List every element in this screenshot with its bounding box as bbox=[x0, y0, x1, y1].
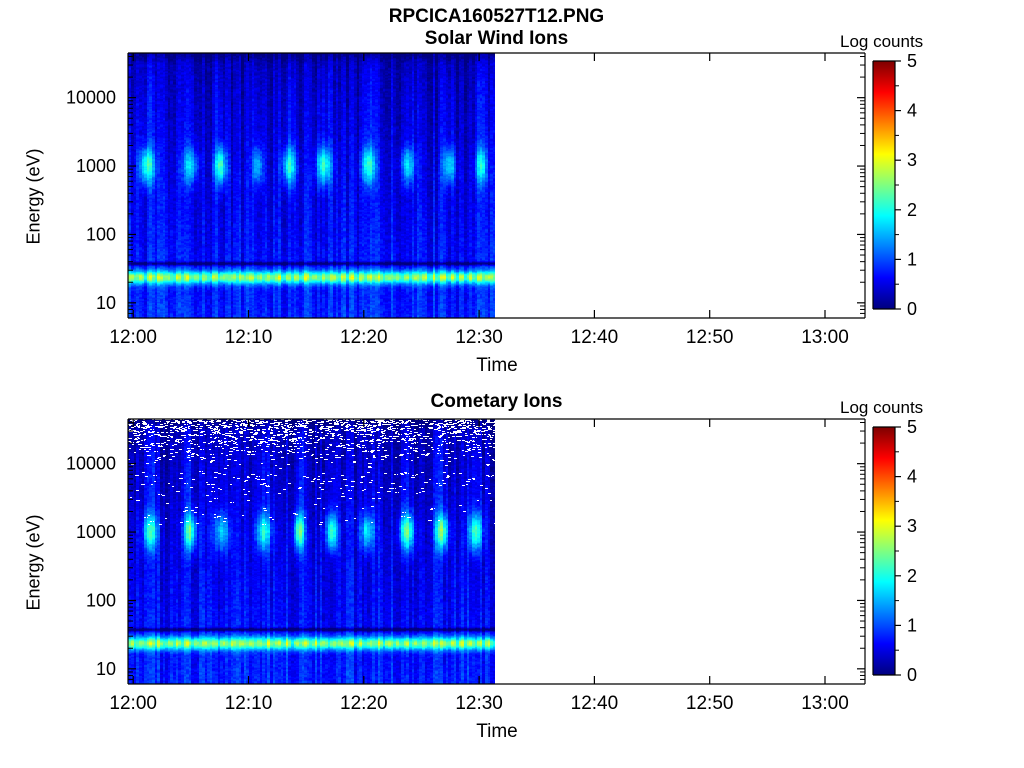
svg-text:12:20: 12:20 bbox=[340, 327, 388, 348]
svg-text:12:40: 12:40 bbox=[571, 693, 619, 714]
svg-text:1000: 1000 bbox=[76, 156, 116, 176]
svg-text:0: 0 bbox=[907, 299, 917, 319]
svg-text:0: 0 bbox=[907, 665, 917, 685]
svg-text:100: 100 bbox=[86, 224, 116, 244]
svg-text:12:50: 12:50 bbox=[686, 327, 734, 348]
svg-text:12:00: 12:00 bbox=[109, 693, 157, 714]
svg-text:12:40: 12:40 bbox=[571, 327, 619, 348]
svg-text:12:50: 12:50 bbox=[686, 693, 734, 714]
svg-text:10: 10 bbox=[96, 659, 116, 679]
svg-text:10000: 10000 bbox=[66, 88, 116, 108]
svg-text:10: 10 bbox=[96, 293, 116, 313]
svg-text:13:00: 13:00 bbox=[801, 693, 849, 714]
svg-text:5: 5 bbox=[907, 51, 917, 71]
svg-text:12:30: 12:30 bbox=[455, 693, 503, 714]
svg-text:10000: 10000 bbox=[66, 454, 116, 474]
svg-text:12:10: 12:10 bbox=[225, 327, 273, 348]
svg-text:4: 4 bbox=[907, 101, 917, 121]
svg-text:1: 1 bbox=[907, 615, 917, 635]
svg-text:100: 100 bbox=[86, 590, 116, 610]
svg-text:12:20: 12:20 bbox=[340, 693, 388, 714]
svg-text:12:10: 12:10 bbox=[225, 693, 273, 714]
svg-text:4: 4 bbox=[907, 467, 917, 487]
svg-text:13:00: 13:00 bbox=[801, 327, 849, 348]
svg-text:12:00: 12:00 bbox=[109, 327, 157, 348]
svg-text:1: 1 bbox=[907, 249, 917, 269]
svg-text:2: 2 bbox=[907, 566, 917, 586]
svg-text:3: 3 bbox=[907, 516, 917, 536]
svg-text:2: 2 bbox=[907, 200, 917, 220]
svg-text:5: 5 bbox=[907, 417, 917, 437]
svg-text:3: 3 bbox=[907, 150, 917, 170]
svg-text:1000: 1000 bbox=[76, 522, 116, 542]
svg-text:12:30: 12:30 bbox=[455, 327, 503, 348]
